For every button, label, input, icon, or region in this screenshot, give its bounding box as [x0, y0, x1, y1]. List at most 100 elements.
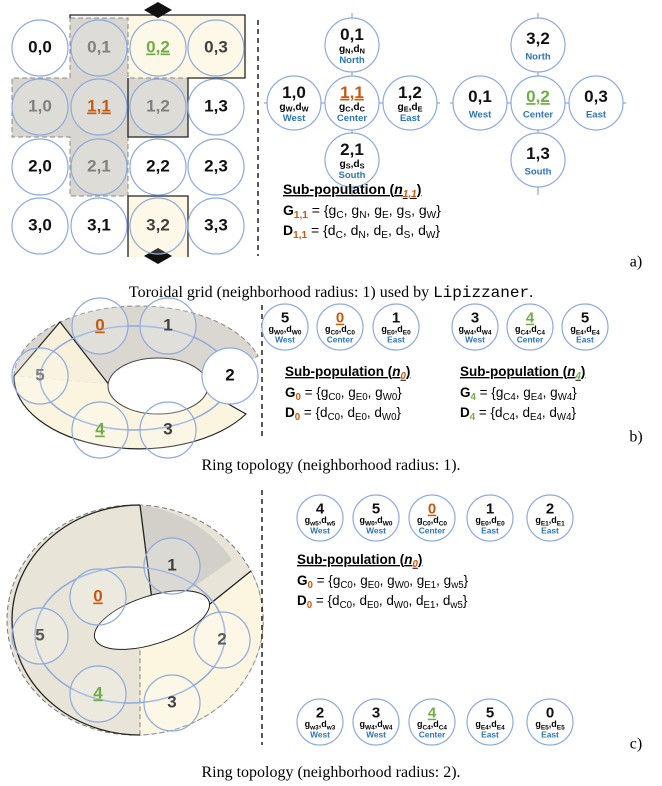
text-piece: ,d: [529, 325, 537, 335]
text-piece: g: [325, 325, 331, 335]
text-piece: g: [339, 158, 345, 169]
text-piece: E4: [530, 411, 542, 422]
node-direction: Center: [327, 335, 354, 345]
text-piece: C0: [328, 411, 341, 422]
text-piece: N: [345, 47, 350, 56]
node-direction: South: [525, 167, 552, 178]
text-piece: E4: [497, 724, 505, 731]
text-piece: W4: [482, 329, 492, 336]
text-piece: Sub-population (: [283, 181, 395, 197]
node-gd: gC0,dC0: [417, 516, 447, 528]
node-label: 1,2: [398, 83, 422, 102]
text-piece: ,d: [549, 516, 557, 526]
node-gd: gW,dW: [279, 101, 308, 113]
subpop-d: D1,1 = {dC, dN, dE, dS, dW}: [283, 222, 440, 241]
node-gd: gW4,dW4: [360, 720, 393, 732]
node-direction: West: [275, 335, 295, 345]
node-gd: gC0,dC0: [325, 325, 355, 337]
grid-label: 2,0: [28, 156, 52, 175]
grid-label: 3,0: [28, 215, 52, 234]
text-piece: C: [345, 105, 351, 114]
node: [139, 401, 197, 459]
node-direction: North: [525, 52, 551, 63]
text-piece: , d: [410, 222, 426, 238]
node-direction: Center: [337, 113, 367, 124]
text-piece: C0: [328, 391, 341, 402]
node-label: 0: [93, 586, 102, 605]
text-piece: }: [572, 385, 577, 400]
node-label: 0: [336, 310, 344, 327]
subpop-title: Sub-population (n4): [460, 364, 585, 382]
node-label: 5: [372, 501, 380, 518]
node-label: 5: [35, 365, 44, 384]
node-direction: East: [586, 110, 607, 121]
text-piece: g: [279, 101, 285, 112]
text-piece: C0: [347, 329, 356, 336]
text-piece: D: [460, 405, 470, 420]
node: [324, 132, 380, 188]
text-piece: , g: [516, 385, 531, 400]
text-piece: E0: [387, 329, 395, 336]
node-gd: gW0,dW0: [360, 516, 393, 528]
text-piece: g: [535, 720, 541, 730]
ring-hole: [93, 590, 211, 650]
text-piece: Ring topology (neighborhood radius: 2).: [201, 764, 460, 781]
grid-label: 2,2: [146, 156, 170, 175]
node-label: 5: [35, 625, 44, 644]
subpop-g: G0 = {gC0, gE0, gW0, gE1, gw5}: [297, 573, 469, 591]
text-piece: , g: [380, 573, 395, 588]
node: [139, 297, 197, 355]
node-direction: West: [366, 730, 386, 740]
text-piece: ,d: [339, 325, 347, 335]
text-piece: ,d: [351, 101, 360, 112]
subpop-g: G1,1 = {gC, gN, gE, gS, gW}: [283, 202, 441, 221]
text-piece: 1,1: [403, 189, 417, 200]
text-piece: Ring topology (neighborhood radius: 1).: [201, 457, 460, 474]
node-direction: Center: [523, 110, 553, 121]
ring-sector: [140, 505, 232, 602]
node-label: 0,1: [340, 25, 364, 44]
node-label: 4: [93, 683, 103, 702]
text-piece: = {d: [300, 405, 327, 420]
text-piece: 0: [307, 599, 312, 610]
panel-tag: b): [629, 429, 642, 446]
text-piece: C: [336, 230, 343, 241]
node: [568, 75, 624, 131]
text-piece: D: [285, 405, 295, 420]
text-piece: , g: [543, 385, 558, 400]
text-piece: = {g: [476, 385, 503, 400]
node: [143, 674, 201, 732]
text-piece: n: [404, 552, 412, 567]
grid-label: 3,1: [87, 215, 111, 234]
grid-node: [70, 19, 128, 77]
node: [71, 297, 129, 355]
text-piece: W4: [365, 724, 375, 731]
text-piece: .: [529, 284, 533, 301]
text-piece: ,d: [293, 101, 302, 112]
grid-node: [11, 78, 69, 136]
text-piece: , g: [344, 202, 360, 218]
text-piece: G: [460, 385, 471, 400]
text-piece: , g: [389, 202, 405, 218]
text-piece: = {g: [301, 385, 328, 400]
text-piece: }: [435, 222, 440, 238]
node-direction: West: [310, 730, 330, 740]
text-piece: D: [283, 222, 293, 238]
text-piece: = {d: [312, 593, 339, 608]
text-piece: C0: [422, 520, 431, 527]
text-piece: g: [570, 325, 576, 335]
text-piece: W4: [558, 391, 573, 402]
text-piece: E5: [541, 724, 549, 731]
text-piece: ): [406, 364, 411, 379]
grid-node: [187, 19, 245, 77]
node-label: 0,3: [584, 87, 608, 106]
node-label: 1,0: [282, 83, 306, 102]
text-piece: E0: [355, 411, 367, 422]
text-piece: E0: [356, 391, 368, 402]
node-direction: North: [339, 55, 365, 66]
node-direction: East: [541, 730, 559, 740]
node: [324, 75, 380, 131]
grid-node: [129, 138, 187, 196]
text-piece: S: [360, 162, 365, 171]
subpop-g: G4 = {gC4, gE4, gW4}: [460, 385, 577, 403]
